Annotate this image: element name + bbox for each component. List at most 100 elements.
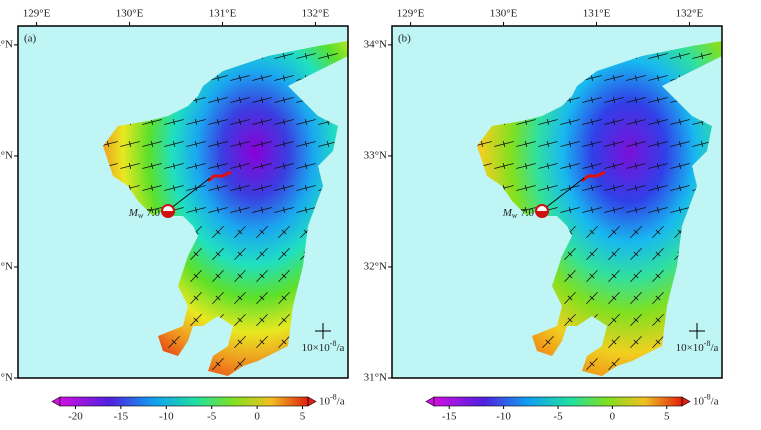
strain-axis	[238, 96, 242, 104]
strain-axis	[216, 140, 220, 148]
colorbar-tick-label: 0	[610, 411, 616, 423]
scale-label: 10×10-8/a	[676, 339, 719, 354]
unit-exponent: -8	[704, 392, 711, 401]
strain-axis	[150, 184, 154, 192]
rupture	[207, 170, 232, 183]
strain-axis	[611, 251, 617, 257]
strain-axis	[259, 229, 265, 235]
strain-axis	[193, 295, 199, 301]
strain-axis	[106, 140, 110, 148]
strain-axis	[546, 118, 550, 126]
strain-axis	[611, 273, 617, 279]
unit-base: 10	[693, 395, 705, 407]
strain-axis	[655, 339, 661, 345]
strain-axis	[590, 74, 594, 82]
strain-axis	[150, 206, 154, 214]
strain-axis	[633, 229, 639, 235]
strain-axis	[172, 184, 176, 192]
strain-axis	[193, 273, 199, 279]
strain-axis	[678, 140, 682, 148]
strain-axis	[611, 295, 617, 301]
strain-axis	[589, 251, 595, 257]
colorbar	[59, 396, 309, 407]
leader	[543, 177, 585, 210]
strain-axis	[567, 251, 573, 257]
strain-axis	[304, 184, 308, 192]
colorbar-tick-label: -10	[496, 411, 511, 423]
strain-axis	[678, 206, 682, 214]
strain-axis	[216, 118, 220, 126]
lat-tick-label: 31°N	[0, 372, 13, 384]
scale-label: 10×10-8/a	[302, 339, 345, 354]
strain-axis	[304, 52, 308, 60]
lon-tick-label: 132°E	[302, 8, 330, 20]
strain-axis	[304, 162, 308, 170]
strain-axis	[193, 317, 199, 323]
magnitude-value: 7.0	[146, 207, 160, 219]
strain-axis	[568, 140, 572, 148]
colorbar-tick-label: 5	[300, 411, 306, 423]
strain-axis	[237, 361, 243, 367]
strain-axis	[215, 229, 221, 235]
strain-axis	[172, 140, 176, 148]
strain-crosses	[477, 52, 712, 371]
colorbar-low-arrow	[425, 396, 435, 407]
strain-axis	[590, 96, 594, 104]
lon-tick-label: 131°E	[209, 8, 237, 20]
strain-axis	[238, 140, 242, 148]
strain-axis	[633, 339, 639, 345]
magnitude-symbol: M	[502, 207, 513, 219]
strain-axis	[633, 295, 639, 301]
colorbar-tick-label: -5	[207, 411, 217, 423]
map-frame	[17, 25, 349, 379]
colorbar-high-arrow	[307, 396, 317, 407]
magnitude-subscript: w	[512, 211, 518, 220]
strain-axis	[281, 339, 287, 345]
strain-axis	[282, 96, 286, 104]
magnitude-label: Mw 7.0	[128, 207, 161, 220]
lat-tick-label: 32°N	[0, 260, 13, 272]
strain-axis	[238, 162, 242, 170]
strain-axis	[612, 74, 616, 82]
strain-axis	[611, 317, 617, 323]
lon-tick-label: 130°E	[116, 8, 144, 20]
strain-axis	[633, 251, 639, 257]
strain-axis	[259, 273, 265, 279]
strain-axis	[567, 317, 573, 323]
strain-axis	[215, 251, 221, 257]
lat-tick-label: 31°N	[364, 372, 387, 384]
lon-tick-label: 130°E	[490, 8, 518, 20]
strain-axis	[128, 140, 132, 148]
strain-axis	[700, 52, 704, 60]
strain-axis	[568, 118, 572, 126]
strain-axis	[678, 52, 682, 60]
lon-tick-label: 129°E	[397, 8, 425, 20]
strain-axis	[633, 317, 639, 323]
strain-axis	[282, 74, 286, 82]
strain-axis	[656, 206, 660, 214]
strain-axis	[655, 317, 661, 323]
strain-axis	[612, 206, 616, 214]
strain-axis	[172, 118, 176, 126]
strain-axis	[590, 140, 594, 148]
strain-axis	[194, 140, 198, 148]
strain-axis	[237, 229, 243, 235]
strain-axis	[611, 361, 617, 367]
unit-base: 10	[319, 395, 331, 407]
strain-axis	[259, 317, 265, 323]
colorbar-tick-label: 5	[664, 411, 670, 423]
strain-axis	[260, 96, 264, 104]
strain-axis	[546, 184, 550, 192]
strain-axis	[238, 118, 242, 126]
strain-axis	[480, 140, 484, 148]
strain-axis	[634, 140, 638, 148]
strain-axis	[678, 162, 682, 170]
colorbar-unit: 10-8/a	[693, 392, 719, 407]
strain-axis	[656, 74, 660, 82]
magnitude-label: Mw 7.0	[502, 207, 535, 220]
strain-axis	[282, 206, 286, 214]
strain-axis	[237, 273, 243, 279]
strain-axis	[502, 140, 506, 148]
lat-tick-label: 34°N	[364, 38, 387, 50]
